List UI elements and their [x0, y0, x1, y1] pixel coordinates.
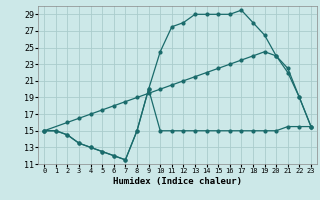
X-axis label: Humidex (Indice chaleur): Humidex (Indice chaleur): [113, 177, 242, 186]
